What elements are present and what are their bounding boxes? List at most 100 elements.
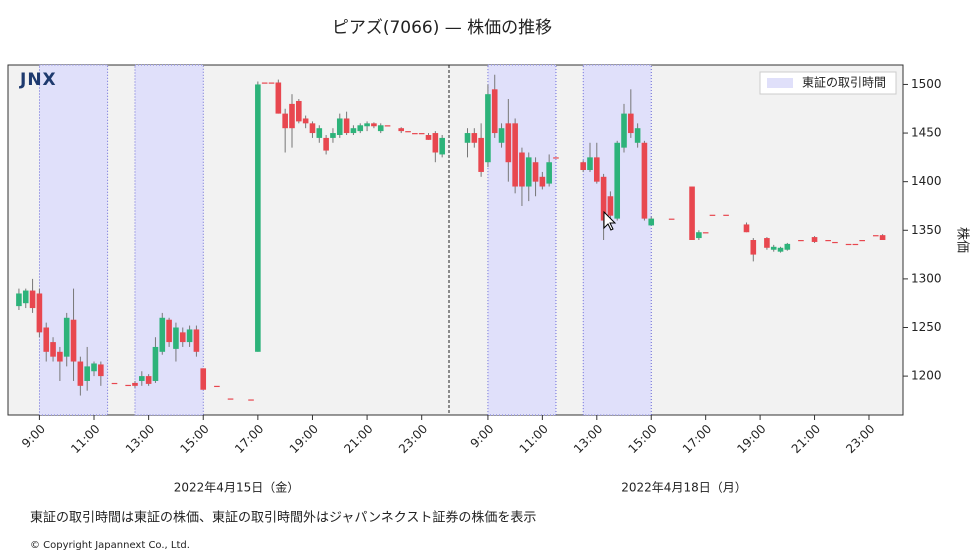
candle-body bbox=[371, 123, 377, 127]
candle-body bbox=[152, 346, 159, 381]
candle-body bbox=[539, 176, 546, 187]
candle-body bbox=[302, 118, 309, 124]
tse-band bbox=[487, 64, 557, 416]
x-tick-label: 11:00 bbox=[68, 422, 102, 456]
candle-body bbox=[512, 123, 518, 187]
y-tick-label: 1350 bbox=[911, 223, 942, 237]
y-tick-label: 1400 bbox=[911, 174, 942, 188]
candle-body bbox=[125, 384, 131, 387]
candle-body bbox=[464, 133, 471, 143]
x-tick-label: 15:00 bbox=[625, 422, 659, 456]
candle-body bbox=[405, 131, 411, 133]
x-tick-label: 19:00 bbox=[734, 422, 768, 456]
candle-body bbox=[268, 82, 275, 84]
x-tick-label: 23:00 bbox=[396, 422, 430, 456]
y-tick-label: 1500 bbox=[911, 77, 942, 91]
candle-body bbox=[22, 290, 29, 304]
candle-body bbox=[248, 399, 254, 401]
candle-body bbox=[587, 157, 593, 170]
x-tick-label: 9:00 bbox=[468, 422, 497, 451]
candle-body bbox=[57, 351, 63, 362]
candle-body bbox=[471, 133, 478, 143]
candle-body bbox=[145, 376, 152, 384]
candle-body bbox=[553, 157, 559, 159]
candle-body bbox=[63, 317, 70, 357]
candle-body bbox=[491, 89, 498, 134]
candle-body bbox=[628, 113, 634, 134]
tse-band bbox=[134, 64, 204, 416]
candle-body bbox=[439, 137, 445, 155]
candle-body bbox=[825, 240, 831, 242]
candle-body bbox=[132, 382, 138, 386]
candle-body bbox=[36, 293, 43, 333]
y-tick-label: 1300 bbox=[911, 271, 942, 285]
candle-body bbox=[275, 82, 282, 114]
candle-body bbox=[593, 157, 600, 182]
candle-body bbox=[364, 123, 370, 127]
candle-body bbox=[84, 366, 90, 381]
candle-body bbox=[709, 214, 716, 216]
candle-body bbox=[648, 218, 655, 226]
candle-body bbox=[580, 162, 586, 170]
candle-body bbox=[139, 376, 145, 381]
candle-body bbox=[316, 128, 323, 138]
session-date: 2022年4月15日（金） bbox=[174, 480, 299, 495]
candle-body bbox=[384, 125, 391, 127]
candle-body bbox=[532, 162, 539, 182]
candle-body bbox=[811, 237, 818, 242]
candle-body bbox=[614, 142, 621, 219]
candle-body bbox=[227, 398, 234, 400]
candle-body bbox=[179, 332, 186, 343]
candle-body bbox=[478, 137, 484, 172]
candle-body bbox=[282, 113, 288, 129]
candle-body bbox=[323, 137, 329, 151]
x-tick-label: 17:00 bbox=[680, 422, 714, 456]
candle-body bbox=[832, 241, 838, 244]
note: 東証の取引時間は東証の株価、東証の取引時間外はジャパンネクスト証券の株価を表示 bbox=[30, 510, 536, 526]
candle-body bbox=[600, 176, 607, 221]
candle-body bbox=[770, 246, 777, 250]
x-tick-label: 17:00 bbox=[232, 422, 266, 456]
x-tick-label: 21:00 bbox=[789, 422, 823, 456]
candle-body bbox=[166, 319, 172, 343]
x-tick-label: 11:00 bbox=[517, 422, 551, 456]
candle-body bbox=[77, 361, 84, 386]
copyright: © Copyright Japannext Co., Ltd. bbox=[30, 540, 190, 551]
candle-body bbox=[425, 135, 432, 140]
candle-body bbox=[377, 125, 384, 132]
candle-body bbox=[879, 235, 886, 240]
candle-body bbox=[336, 118, 343, 135]
candle-body bbox=[859, 240, 865, 242]
candle-body bbox=[525, 157, 532, 187]
legend bbox=[759, 71, 897, 95]
candle-body bbox=[159, 317, 166, 352]
candle-body bbox=[723, 214, 729, 216]
candle-body bbox=[91, 363, 97, 372]
candle-body bbox=[696, 232, 702, 239]
candle-body bbox=[357, 125, 364, 132]
x-tick-label: 19:00 bbox=[287, 422, 321, 456]
marks bbox=[16, 74, 886, 401]
candle-body bbox=[798, 240, 804, 242]
candle-body bbox=[546, 162, 552, 184]
candle-body bbox=[193, 329, 200, 352]
candle-body bbox=[412, 133, 418, 135]
x-tick-label: 15:00 bbox=[177, 422, 211, 456]
candle-body bbox=[852, 243, 859, 246]
candle-body bbox=[668, 218, 675, 220]
candle-body bbox=[485, 94, 491, 163]
candle-body bbox=[343, 118, 350, 134]
candle-body bbox=[111, 382, 118, 385]
candle-body bbox=[702, 232, 709, 234]
candle-body bbox=[98, 364, 104, 377]
candle-body bbox=[845, 243, 852, 246]
candle-body bbox=[634, 128, 641, 143]
candle-body bbox=[50, 342, 56, 357]
candle-body bbox=[743, 224, 750, 233]
candle-body bbox=[641, 142, 648, 219]
candle-body bbox=[330, 133, 336, 138]
candle-body bbox=[261, 82, 268, 84]
candle-body bbox=[607, 196, 614, 216]
candle-body bbox=[498, 128, 505, 143]
candle-body bbox=[750, 240, 757, 255]
